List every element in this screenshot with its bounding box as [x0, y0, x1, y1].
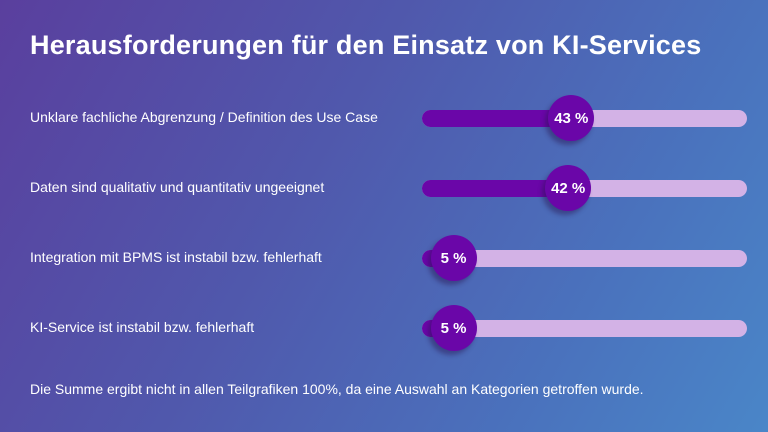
category-label: Unklare fachliche Abgrenzung / Definitio… — [30, 109, 378, 125]
chart-title: Herausforderungen für den Einsatz von KI… — [30, 30, 702, 60]
footnote: Die Summe ergibt nicht in allen Teilgraf… — [30, 381, 644, 397]
category-label: Integration mit BPMS ist instabil bzw. f… — [30, 249, 322, 265]
bar-track — [422, 250, 747, 267]
value-label: 5 % — [430, 305, 477, 351]
value-label: 43 % — [548, 95, 595, 141]
bar-track — [422, 320, 747, 337]
value-label: 5 % — [430, 235, 477, 281]
category-label: Daten sind qualitativ und quantitativ un… — [30, 179, 325, 195]
category-label: KI-Service ist instabil bzw. fehlerhaft — [30, 319, 255, 335]
bar-fill — [422, 180, 569, 197]
value-label: 42 % — [545, 165, 592, 211]
bar-fill — [422, 110, 572, 127]
